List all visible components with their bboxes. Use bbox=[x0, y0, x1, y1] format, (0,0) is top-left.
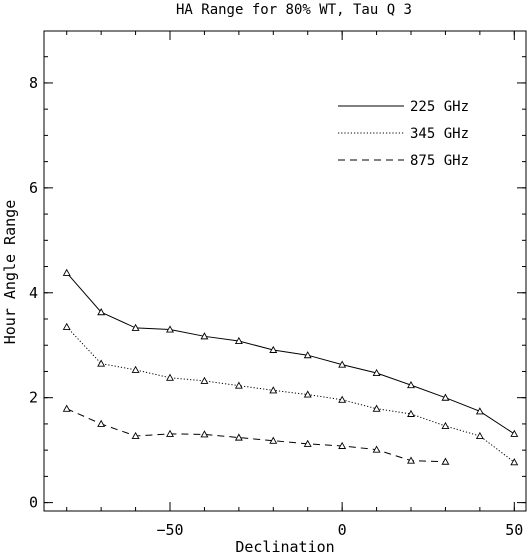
data-point bbox=[234, 433, 243, 441]
data-point bbox=[166, 325, 174, 333]
data-point bbox=[338, 360, 347, 368]
data-point bbox=[97, 308, 106, 316]
data-point bbox=[475, 407, 484, 415]
y-tick-label: 0 bbox=[29, 494, 38, 512]
data-point bbox=[269, 436, 278, 444]
y-tick-label: 6 bbox=[29, 179, 38, 197]
data-point bbox=[200, 430, 209, 438]
legend: 225 GHz 345 GHz 875 GHz bbox=[338, 99, 469, 169]
data-point bbox=[372, 445, 381, 453]
x-tick-label: 50 bbox=[505, 521, 523, 539]
data-point bbox=[510, 429, 519, 437]
x-tick-label: −50 bbox=[156, 521, 183, 539]
data-point bbox=[475, 431, 484, 439]
data-point bbox=[97, 419, 106, 427]
data-point bbox=[234, 336, 243, 345]
data-point bbox=[338, 441, 347, 449]
data-point bbox=[372, 368, 381, 377]
data-point bbox=[200, 376, 209, 384]
data-point bbox=[166, 373, 174, 381]
series-3 bbox=[62, 404, 450, 465]
data-point bbox=[131, 365, 140, 373]
legend-label: 875 GHz bbox=[410, 153, 469, 169]
x-tick-label: 0 bbox=[338, 521, 347, 539]
series-1 bbox=[62, 268, 519, 437]
data-point bbox=[234, 381, 243, 389]
data-point bbox=[338, 395, 347, 403]
data-point bbox=[441, 393, 450, 401]
data-point bbox=[303, 439, 312, 447]
data-point bbox=[303, 390, 312, 398]
x-axis-label: Declination bbox=[235, 538, 334, 554]
series-line bbox=[66, 272, 515, 435]
data-point bbox=[407, 409, 415, 417]
plot-frame bbox=[43, 30, 527, 512]
series-group bbox=[62, 268, 519, 466]
legend-label: 345 GHz bbox=[410, 126, 469, 142]
data-point bbox=[131, 431, 140, 439]
data-point bbox=[97, 359, 106, 367]
series-line bbox=[66, 408, 446, 463]
axis-ticks: −50 0 50 0 2 4 6 8 bbox=[29, 31, 526, 539]
data-point bbox=[303, 351, 312, 359]
data-point bbox=[441, 421, 450, 430]
data-point bbox=[407, 456, 415, 464]
chart-title: HA Range for 80% WT, Tau Q 3 bbox=[176, 2, 412, 18]
data-point bbox=[62, 268, 71, 276]
data-point bbox=[510, 458, 519, 466]
legend-label: 225 GHz bbox=[410, 99, 469, 115]
series-2 bbox=[62, 322, 519, 466]
y-tick-label: 4 bbox=[29, 284, 38, 302]
y-tick-label: 8 bbox=[29, 74, 38, 92]
data-point bbox=[166, 429, 174, 437]
data-point bbox=[62, 322, 71, 330]
y-axis-label: Hour Angle Range bbox=[1, 200, 19, 345]
data-point bbox=[269, 386, 278, 394]
data-point bbox=[200, 332, 209, 340]
data-point bbox=[441, 457, 450, 465]
data-point bbox=[372, 404, 381, 412]
y-tick-label: 2 bbox=[29, 389, 38, 407]
data-point bbox=[407, 380, 415, 389]
data-point bbox=[62, 404, 71, 412]
data-point bbox=[269, 345, 278, 353]
data-point bbox=[131, 323, 140, 331]
